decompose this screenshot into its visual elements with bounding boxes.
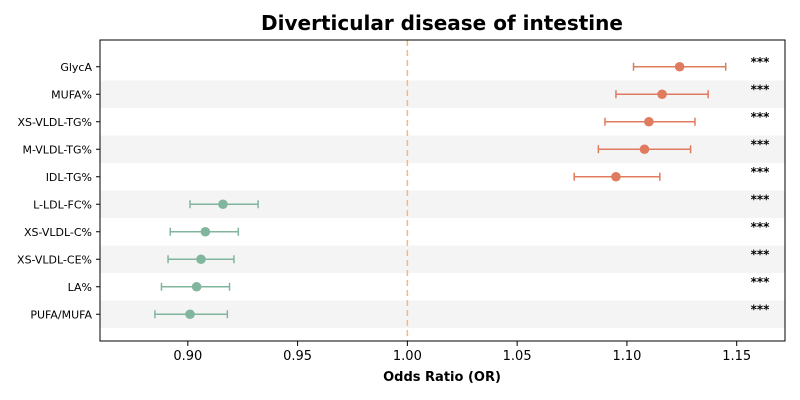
significance-label: *** xyxy=(751,220,771,234)
significance-label: *** xyxy=(751,82,771,96)
chart-title: Diverticular disease of intestine xyxy=(261,11,623,35)
x-tick-label: 0.95 xyxy=(283,349,312,364)
row-label: M-VLDL-TG% xyxy=(22,143,92,156)
significance-label: *** xyxy=(751,137,771,151)
or-point xyxy=(196,254,206,265)
or-point xyxy=(639,144,650,155)
significance-label: *** xyxy=(751,110,771,124)
x-tick-label: 1.15 xyxy=(722,349,751,364)
row-label: IDL-TG% xyxy=(46,171,92,184)
row-label: GlycA xyxy=(60,61,92,74)
axes: GlycA MUFA% XS-VLDL-TG% M-VLDL-TG% IDL-TG% L-… xyxy=(17,39,786,364)
significance-label: *** xyxy=(751,302,771,316)
significance-label: *** xyxy=(751,247,771,261)
or-point xyxy=(644,116,654,127)
or-point xyxy=(218,199,228,210)
row-label: XS-VLDL-CE% xyxy=(17,253,92,266)
significance-label: *** xyxy=(751,192,771,206)
row-label: PUFA/MUFA xyxy=(30,308,92,321)
or-point xyxy=(674,61,685,72)
or-point xyxy=(611,171,621,182)
row-label: XS-VLDL-TG% xyxy=(17,116,92,129)
row-label: XS-VLDL-C% xyxy=(24,226,92,239)
x-tick-label: 1.00 xyxy=(393,349,422,364)
or-point xyxy=(185,309,195,320)
or-point xyxy=(200,226,211,237)
row-label: MUFA% xyxy=(51,88,92,101)
row-label: L-LDL-FC% xyxy=(33,198,92,211)
or-point xyxy=(657,89,667,100)
plot-frame xyxy=(99,39,786,342)
significance-label: *** xyxy=(751,55,771,69)
x-tick-label: 1.05 xyxy=(503,349,532,364)
significance-label: *** xyxy=(751,275,771,289)
x-tick-label: 0.90 xyxy=(173,349,202,364)
x-tick-label: 1.10 xyxy=(612,349,641,364)
data-rows: *** *** *** *** *** *** *** *** *** *** xyxy=(154,55,771,320)
x-axis-label: Odds Ratio (OR) xyxy=(383,370,501,385)
or-point xyxy=(191,281,202,292)
significance-label: *** xyxy=(751,165,771,179)
row-label: LA% xyxy=(68,281,92,294)
